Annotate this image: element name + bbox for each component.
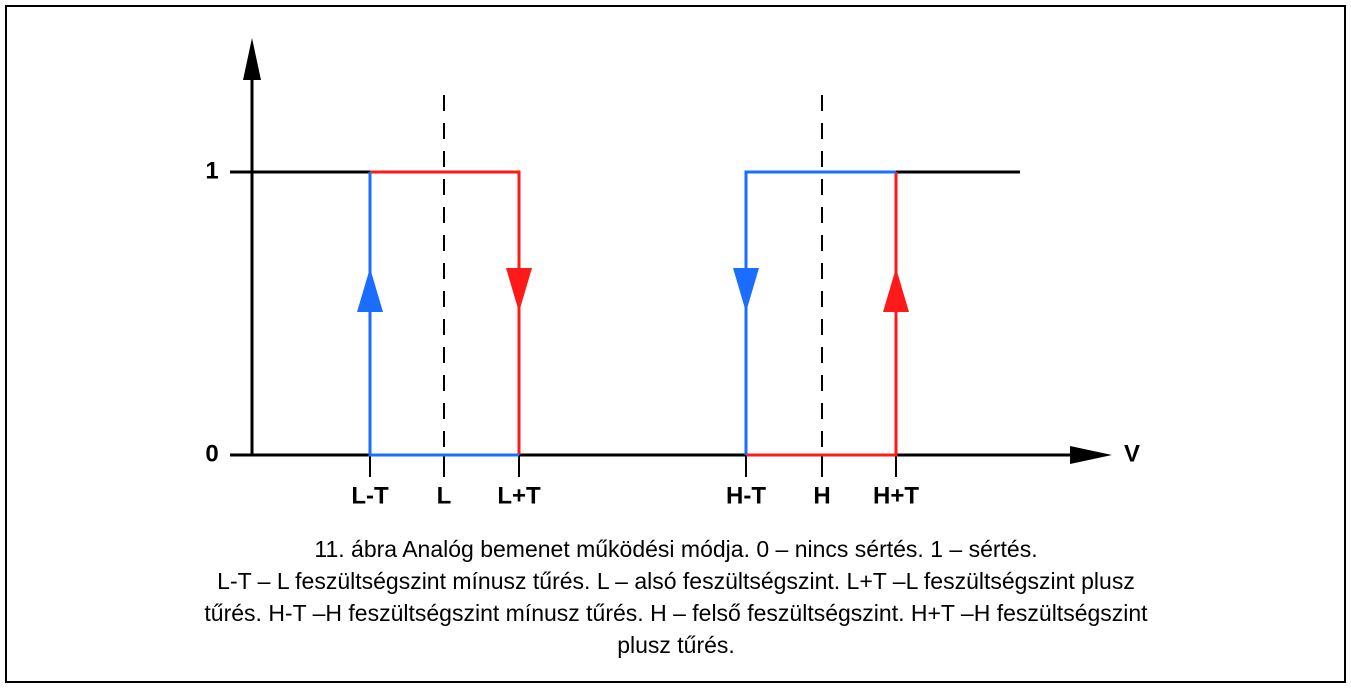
y-label: 0: [205, 440, 218, 467]
caption-line: tűrés. H-T –H feszültségszint mínusz tűr…: [204, 600, 1148, 626]
dashed-lines: [443, 95, 823, 455]
x-label: H: [813, 482, 830, 509]
arrow-down: [506, 268, 532, 312]
red-path: [746, 172, 898, 457]
x-arrow: [1070, 446, 1112, 464]
x-label: L+T: [497, 482, 541, 509]
frame: [5, 5, 1346, 683]
curves: [252, 170, 1020, 457]
arrow-up: [357, 268, 383, 312]
blue-path: [368, 172, 519, 457]
caption-line: L-T – L feszültségszint mínusz tűrés. L …: [217, 568, 1135, 594]
x-ticks: [369, 455, 897, 477]
x-label: H+T: [873, 482, 919, 509]
x-label: L: [437, 482, 452, 509]
axes: [230, 38, 1112, 464]
caption-line: plusz tűrés.: [617, 632, 735, 658]
arrow-up: [883, 268, 909, 312]
red-path: [370, 170, 521, 455]
y-label: 1: [205, 157, 218, 184]
x-label: L-T: [351, 482, 389, 509]
blue-path: [744, 170, 896, 455]
caption-line: 11. ábra Analóg bemenet működési módja. …: [314, 536, 1037, 562]
x-label: H-T: [726, 482, 766, 509]
axis-label: V: [1124, 440, 1140, 467]
y-arrow: [243, 38, 261, 80]
arrow-down: [733, 268, 759, 312]
